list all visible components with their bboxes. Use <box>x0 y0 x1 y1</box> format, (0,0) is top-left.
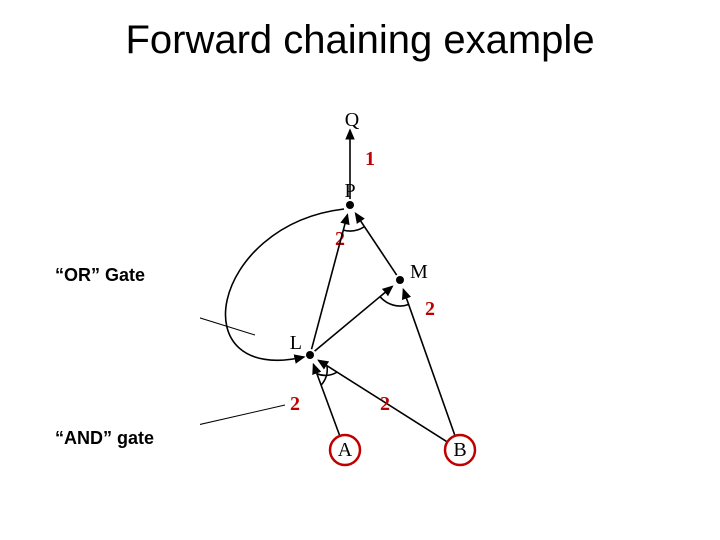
svg-text:P: P <box>344 180 355 202</box>
or-gate-label: “OR” Gate <box>55 265 145 286</box>
slide-title: Forward chaining example <box>0 18 720 63</box>
svg-text:2: 2 <box>425 298 435 320</box>
and-gate-label: “AND” gate <box>55 428 154 449</box>
svg-text:2: 2 <box>290 393 300 415</box>
svg-text:Q: Q <box>345 110 360 131</box>
svg-text:1: 1 <box>365 148 375 170</box>
svg-text:L: L <box>290 332 302 354</box>
chaining-diagram: 12222QPMLAB <box>200 110 600 490</box>
svg-text:B: B <box>453 439 466 461</box>
svg-text:A: A <box>338 439 353 461</box>
svg-text:M: M <box>410 261 428 283</box>
svg-text:2: 2 <box>380 393 390 415</box>
